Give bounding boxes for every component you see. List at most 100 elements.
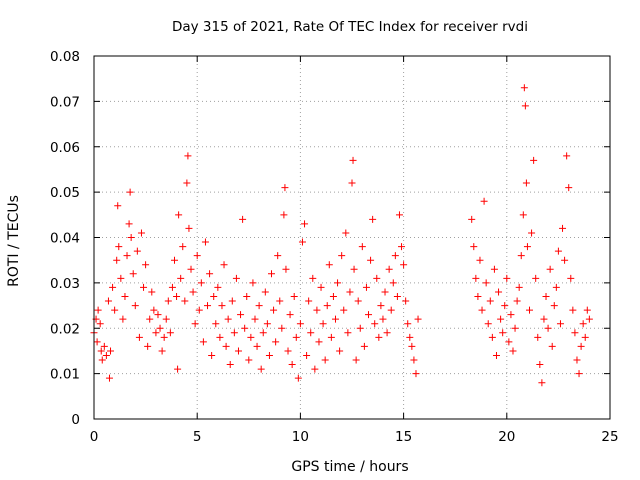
- data-point: [476, 256, 484, 264]
- y-tick-label: 0.08: [50, 49, 80, 65]
- data-point: [253, 342, 261, 350]
- data-point: [559, 224, 567, 232]
- data-point: [387, 306, 395, 314]
- x-tick-label: 25: [601, 429, 618, 445]
- data-point: [317, 283, 325, 291]
- data-point: [398, 243, 406, 251]
- data-point: [131, 302, 139, 310]
- data-point: [201, 238, 209, 246]
- data-point: [148, 288, 156, 296]
- data-point: [191, 320, 199, 328]
- data-point: [497, 315, 505, 323]
- data-point: [536, 361, 544, 369]
- data-point: [544, 324, 552, 332]
- data-point: [280, 211, 288, 219]
- data-point: [358, 243, 366, 251]
- data-point: [495, 288, 503, 296]
- data-point: [338, 252, 346, 260]
- data-point: [239, 215, 247, 223]
- data-point: [515, 283, 523, 291]
- data-point: [183, 179, 191, 187]
- data-point: [281, 184, 289, 192]
- data-point: [385, 265, 393, 273]
- data-point: [534, 333, 542, 341]
- x-axis-ticks: 0 5 10 15 20 25: [90, 56, 619, 445]
- data-point: [521, 102, 529, 110]
- data-point: [170, 256, 178, 264]
- data-point: [530, 156, 538, 164]
- data-point: [395, 211, 403, 219]
- data-point: [400, 261, 408, 269]
- data-point: [362, 283, 370, 291]
- data-point: [113, 256, 121, 264]
- data-point: [404, 320, 412, 328]
- data-point: [365, 311, 373, 319]
- data-point: [286, 311, 294, 319]
- y-tick-label: 0: [71, 412, 80, 428]
- data-point: [243, 292, 251, 300]
- y-tick-label: 0.03: [50, 276, 80, 292]
- data-point: [288, 361, 296, 369]
- data-point: [168, 283, 176, 291]
- data-point: [350, 265, 358, 273]
- data-point: [156, 324, 164, 332]
- y-tick-label: 0.07: [50, 94, 80, 110]
- data-point: [517, 252, 525, 260]
- data-point: [352, 356, 360, 364]
- data-point: [245, 356, 253, 364]
- data-point: [478, 306, 486, 314]
- data-point: [331, 315, 339, 323]
- y-tick-label: 0.01: [50, 367, 80, 383]
- data-point: [177, 274, 185, 282]
- data-point: [292, 333, 300, 341]
- data-point: [511, 324, 519, 332]
- data-point: [298, 238, 306, 246]
- data-point: [142, 261, 150, 269]
- data-point: [195, 306, 203, 314]
- data-point: [274, 252, 282, 260]
- data-point: [488, 333, 496, 341]
- data-point: [573, 356, 581, 364]
- data-point: [107, 347, 115, 355]
- data-point: [336, 347, 344, 355]
- data-point: [309, 274, 317, 282]
- data-point: [377, 302, 385, 310]
- y-tick-label: 0.06: [50, 140, 80, 156]
- data-point: [501, 302, 509, 310]
- data-point: [499, 329, 507, 337]
- data-point: [379, 315, 387, 323]
- data-point: [360, 342, 368, 350]
- data-point: [301, 220, 309, 228]
- data-point: [123, 252, 131, 260]
- data-point: [114, 202, 122, 210]
- data-point: [265, 351, 273, 359]
- data-point: [523, 243, 531, 251]
- data-point: [346, 288, 354, 296]
- data-point: [581, 333, 589, 341]
- data-point: [160, 333, 168, 341]
- data-point: [115, 243, 123, 251]
- data-point: [408, 342, 416, 350]
- data-point: [373, 274, 381, 282]
- data-point: [146, 315, 154, 323]
- data-point: [150, 306, 158, 314]
- data-point: [125, 220, 133, 228]
- data-point: [247, 333, 255, 341]
- data-point: [344, 329, 352, 337]
- data-point: [342, 229, 350, 237]
- data-point: [567, 274, 575, 282]
- data-point: [556, 320, 564, 328]
- data-point: [158, 347, 166, 355]
- data-point: [583, 306, 591, 314]
- x-axis-label: GPS time / hours: [291, 459, 408, 475]
- data-point: [261, 288, 269, 296]
- grid-lines: [94, 56, 610, 419]
- y-tick-label: 0.04: [50, 231, 80, 247]
- data-point: [554, 247, 562, 255]
- data-point: [105, 374, 113, 382]
- x-tick-label: 20: [498, 429, 515, 445]
- plot-frame: [93, 55, 611, 420]
- data-point: [307, 329, 315, 337]
- data-point: [204, 302, 212, 310]
